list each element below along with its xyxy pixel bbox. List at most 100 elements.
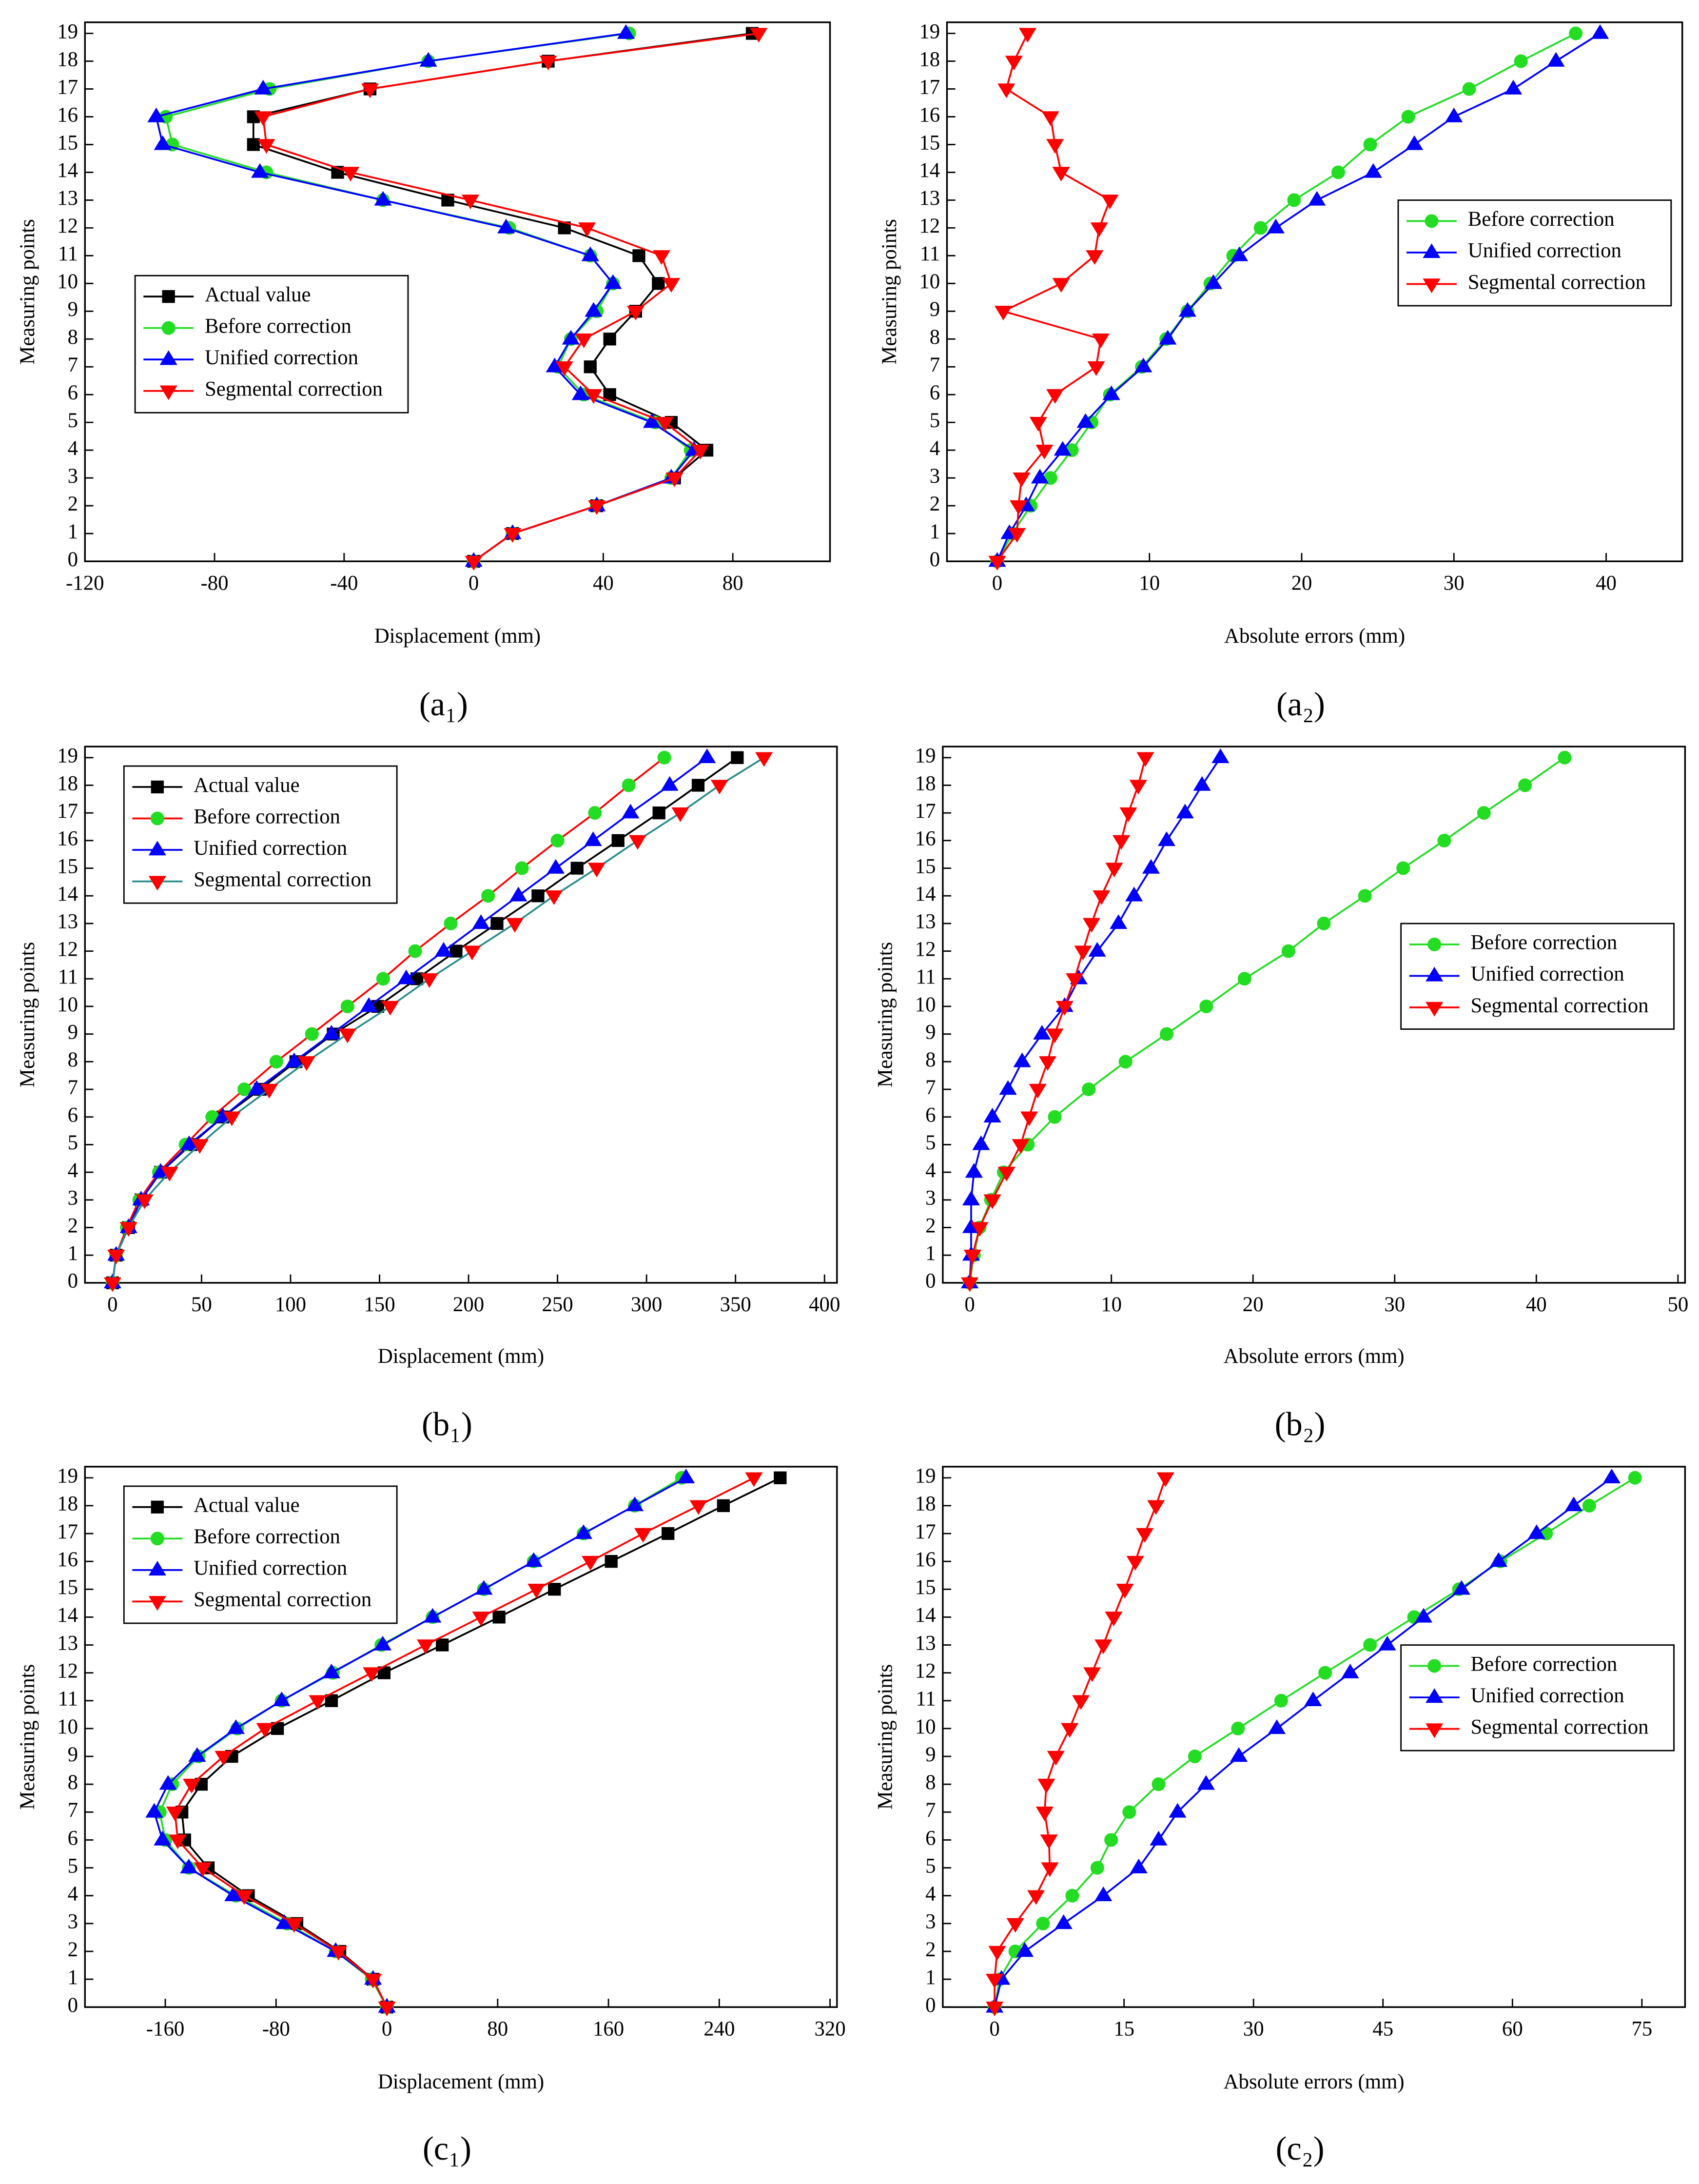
marker (626, 306, 644, 321)
legend-label: Unified correction (194, 837, 347, 860)
marker (1237, 972, 1251, 986)
y-tick-label: 7 (68, 1799, 78, 1822)
legend-label: Unified correction (205, 346, 358, 369)
marker (652, 250, 671, 265)
marker (463, 945, 481, 961)
marker (611, 834, 625, 847)
marker (1012, 1139, 1030, 1154)
marker (774, 1471, 787, 1484)
marker (1197, 1775, 1215, 1790)
marker (1055, 1001, 1074, 1016)
y-tick-label: 11 (916, 965, 936, 988)
marker (1231, 1721, 1245, 1735)
marker (1363, 138, 1377, 152)
legend: Actual value Before correction Unified cor… (123, 765, 398, 904)
x-tick-label: 160 (593, 2018, 624, 2041)
y-tick-label: 16 (57, 103, 78, 126)
marker (962, 1190, 980, 1206)
y-tick-label: 14 (57, 1604, 78, 1627)
marker (364, 1973, 382, 1988)
x-tick-label: -40 (330, 572, 358, 595)
y-tick-label: 17 (57, 800, 78, 823)
legend-label: Segmental correction (1468, 271, 1646, 294)
y-tick-label: 17 (915, 1520, 936, 1543)
y-tick-label: 14 (57, 159, 78, 182)
marker (1125, 886, 1143, 902)
marker (750, 28, 768, 43)
marker (585, 302, 603, 317)
marker (273, 1691, 291, 1707)
marker (224, 1886, 242, 1901)
y-tick-label: 16 (57, 1548, 78, 1571)
marker (191, 1139, 209, 1154)
marker (677, 1468, 695, 1484)
marker (1074, 945, 1092, 961)
y-tick-label: 8 (68, 326, 78, 349)
x-tick-label: 40 (593, 572, 614, 595)
marker (1204, 274, 1223, 289)
marker (461, 195, 480, 210)
marker (555, 361, 573, 376)
y-tick-label: 15 (915, 855, 936, 878)
marker (1048, 1110, 1062, 1124)
marker (269, 1055, 283, 1069)
y-tick-label: 5 (68, 1131, 78, 1154)
marker (1029, 1083, 1047, 1099)
y-tick-label: 7 (925, 1076, 936, 1099)
marker (515, 861, 529, 875)
marker (1396, 861, 1410, 875)
y-tick-label: 0 (930, 548, 940, 571)
marker (397, 969, 415, 984)
marker (1052, 278, 1070, 293)
marker (1569, 26, 1583, 40)
y-tick-label: 0 (68, 1994, 78, 2017)
marker (588, 500, 606, 515)
y-tick-label: 18 (57, 772, 78, 795)
marker (1462, 82, 1476, 96)
y-tick-label: 18 (919, 48, 940, 71)
marker (340, 999, 354, 1013)
y-tick-label: 4 (925, 1159, 936, 1182)
caption: (c₂) (1276, 2130, 1325, 2167)
y-tick-label: 19 (915, 745, 936, 767)
marker (1527, 1524, 1545, 1539)
marker (504, 528, 522, 543)
marker (1341, 1663, 1359, 1678)
marker (1082, 1082, 1096, 1097)
marker (1230, 246, 1249, 261)
y-tick-label: 4 (925, 1883, 936, 1906)
marker (424, 1608, 442, 1623)
y-tick-label: 3 (68, 465, 78, 488)
panel: -160 -80 0 80 160 240 320012345678910111213141… (16, 1465, 846, 2167)
marker (1119, 807, 1137, 822)
marker (994, 306, 1013, 321)
marker (1065, 1889, 1079, 1903)
x-tick-label: 0 (107, 1293, 117, 1316)
y-tick-label: 10 (915, 993, 936, 1016)
legend-label: Segmental correction (205, 378, 383, 401)
marker (160, 1166, 178, 1181)
marker (166, 1807, 184, 1822)
y-tick-label: 0 (925, 1270, 936, 1293)
marker (1156, 1472, 1174, 1487)
marker (1129, 780, 1147, 795)
marker (1087, 361, 1105, 376)
legend-label: Before correction (1471, 931, 1618, 954)
marker (161, 321, 176, 335)
marker (151, 1500, 164, 1514)
marker (1591, 24, 1609, 39)
marker (1072, 1695, 1090, 1710)
y-axis-title: Measuring points (16, 219, 39, 365)
marker (581, 246, 599, 261)
x-axis-title: Absolute errors (mm) (1224, 625, 1405, 648)
marker (584, 360, 597, 374)
x-tick-label: 250 (542, 1293, 573, 1316)
marker (322, 1663, 341, 1678)
marker (145, 1803, 163, 1818)
marker (254, 111, 272, 126)
marker (1090, 222, 1108, 237)
marker (548, 1583, 561, 1596)
legend-label: Segmental correction (194, 1588, 371, 1611)
marker (632, 249, 645, 262)
marker (997, 1166, 1015, 1181)
